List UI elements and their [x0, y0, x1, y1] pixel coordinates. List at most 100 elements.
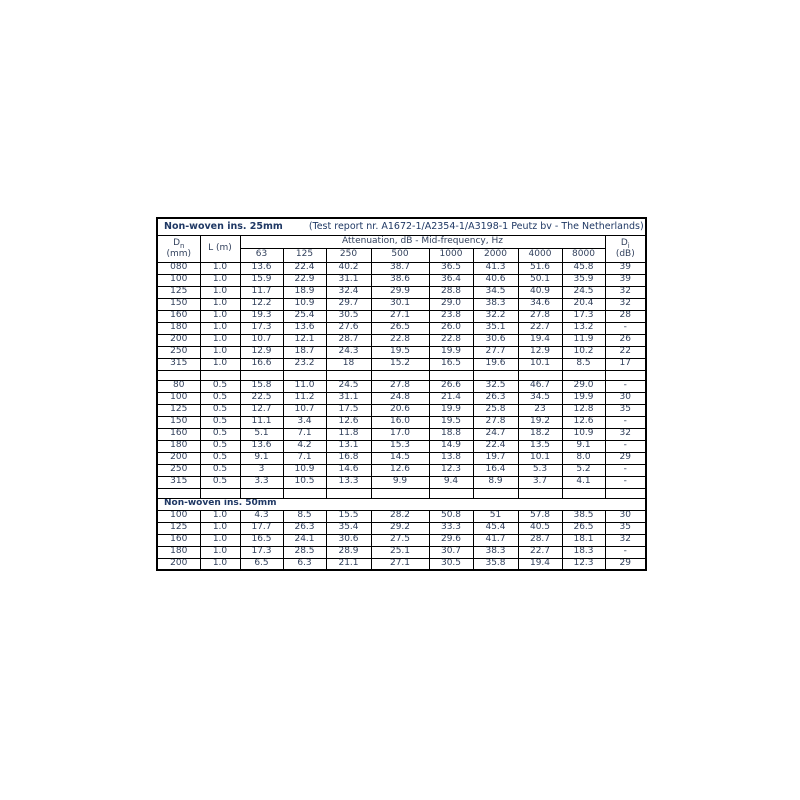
di-unit: (dB)	[615, 248, 635, 259]
table-row: 180 0.5 13.6 4.2 13.1 15.3 14.9 22.4 13.5 9.1-	[156, 439, 647, 453]
dn-cell: 160	[156, 427, 201, 441]
attenuation-value-cell: 14.9	[428, 439, 474, 453]
attenuation-value-cell: 38.7	[370, 261, 430, 275]
table-row: 180 1.0 17.3 28.5 28.9 25.1 30.7 38.3 22.7 18.3-	[156, 545, 647, 559]
attenuation-value-cell: 40.5	[517, 521, 563, 535]
attenuation-value-cell: 22.4	[282, 261, 327, 275]
attenuation-value-cell: 9.4	[428, 475, 474, 489]
attenuation-value-cell: 32.2	[472, 309, 519, 323]
separator-cell	[282, 487, 327, 499]
col-header-dn: Dn (mm)	[156, 234, 201, 263]
dn-unit: (mm)	[166, 248, 192, 259]
attenuation-value-cell: 29.0	[561, 379, 606, 393]
di-cell: -	[604, 463, 647, 477]
attenuation-value-cell: 51	[472, 509, 519, 523]
attenuation-value-cell: 18.9	[282, 285, 327, 299]
attenuation-value-cell: 30.6	[472, 333, 519, 347]
attenuation-value-cell: 30.7	[428, 545, 474, 559]
attenuation-value-cell: 5.2	[561, 463, 606, 477]
attenuation-value-cell: 8.0	[561, 451, 606, 465]
attenuation-value-cell: 17.7	[239, 521, 284, 535]
table-row: 100 1.0 4.3 8.5 15.5 28.2 50.8 51 57.8 38.5 30	[156, 509, 647, 523]
separator-cell	[517, 369, 563, 381]
attenuation-value-cell: 18.1	[561, 533, 606, 547]
table-row: 315 1.0 16.6 23.2 18 15.2 16.5 19.6 10.1 8.5 17	[156, 357, 647, 371]
attenuation-value-cell: 22.4	[472, 439, 519, 453]
attenuation-value-cell: 24.5	[325, 379, 372, 393]
attenuation-value-cell: 10.9	[561, 427, 606, 441]
table-body: 080 1.0 13.6 22.4 40.2 38.7 36.5 41.3 51.6 45.8 39…	[156, 261, 647, 571]
length-cell: 0.5	[199, 451, 241, 465]
test-report-text: (Test report nr. A1672-1/A2354-1/A3198-1…	[308, 220, 644, 232]
table-row: 100 1.0 15.9 22.9 31.1 38.6 36.4 40.6 50.1 35.9 39	[156, 273, 647, 287]
separator-cell	[325, 369, 372, 381]
attenuation-value-cell: 13.6	[239, 261, 284, 275]
attenuation-value-cell: 26.6	[428, 379, 474, 393]
di-cell: 32	[604, 427, 647, 441]
attenuation-value-cell: 13.6	[239, 439, 284, 453]
table-row: 80 0.5 15.8 11.0 24.5 27.8 26.6 32.5 46.7 29.0-	[156, 379, 647, 393]
attenuation-value-cell: 18.7	[282, 345, 327, 359]
attenuation-value-cell: 7.1	[282, 451, 327, 465]
attenuation-value-cell: 41.3	[472, 261, 519, 275]
table-row: 160 0.5 5.1 7.1 11.8 17.0 18.8 24.7 18.2 10.9 32	[156, 427, 647, 441]
attenuation-value-cell: 13.8	[428, 451, 474, 465]
attenuation-value-cell: 19.5	[370, 345, 430, 359]
separator-cell	[282, 369, 327, 381]
dn-cell: 250	[156, 345, 201, 359]
di-cell: 29	[604, 451, 647, 465]
attenuation-value-cell: 16.6	[239, 357, 284, 371]
attenuation-value-cell: 35.1	[472, 321, 519, 335]
length-cell: 1.0	[199, 509, 241, 523]
header-row-1: Dn (mm) L (m) Attenuation, dB - Mid-freq…	[156, 234, 647, 263]
attenuation-value-cell: 31.1	[325, 273, 372, 287]
attenuation-value-cell: 36.5	[428, 261, 474, 275]
separator-cell	[561, 487, 606, 499]
attenuation-value-cell: 4.1	[561, 475, 606, 489]
attenuation-value-cell: 13.1	[325, 439, 372, 453]
length-cell: 0.5	[199, 391, 241, 405]
freq-header-250: 250	[325, 247, 372, 263]
dn-cell: 250	[156, 463, 201, 477]
section-header-row: Non-woven ins. 50mm	[156, 497, 647, 511]
di-cell: 39	[604, 273, 647, 287]
attenuation-value-cell: 41.7	[472, 533, 519, 547]
attenuation-value-cell: 19.9	[561, 391, 606, 405]
attenuation-value-cell: 31.1	[325, 391, 372, 405]
attenuation-value-cell: 10.7	[239, 333, 284, 347]
attenuation-value-cell: 34.5	[472, 285, 519, 299]
section-header-label: Non-woven ins. 50mm	[156, 497, 647, 511]
attenuation-value-cell: 3.4	[282, 415, 327, 429]
attenuation-value-cell: 27.8	[517, 309, 563, 323]
attenuation-value-cell: 26.3	[472, 391, 519, 405]
attenuation-value-cell: 19.3	[239, 309, 284, 323]
attenuation-value-cell: 24.5	[561, 285, 606, 299]
attenuation-value-cell: 18.2	[517, 427, 563, 441]
table-row: 160 1.0 16.5 24.1 30.6 27.5 29.6 41.7 28.7 18.1 32	[156, 533, 647, 547]
attenuation-value-cell: 17.3	[239, 321, 284, 335]
di-cell: -	[604, 475, 647, 489]
attenuation-value-cell: 20.6	[370, 403, 430, 417]
attenuation-value-cell: 16.5	[428, 357, 474, 371]
attenuation-value-cell: 19.6	[472, 357, 519, 371]
attenuation-value-cell: 11.9	[561, 333, 606, 347]
attenuation-value-cell: 16.5	[239, 533, 284, 547]
attenuation-value-cell: 15.8	[239, 379, 284, 393]
attenuation-value-cell: 29.2	[370, 521, 430, 535]
attenuation-value-cell: 22.5	[239, 391, 284, 405]
attenuation-value-cell: 12.6	[561, 415, 606, 429]
separator-cell	[604, 487, 647, 499]
di-symbol: Di	[620, 238, 630, 250]
dn-cell: 180	[156, 321, 201, 335]
length-cell: 1.0	[199, 333, 241, 347]
attenuation-value-cell: 16.8	[325, 451, 372, 465]
attenuation-value-cell: 28.9	[325, 545, 372, 559]
length-cell: 1.0	[199, 521, 241, 535]
separator-cell	[199, 487, 241, 499]
attenuation-value-cell: 18.3	[561, 545, 606, 559]
attenuation-value-cell: 9.1	[561, 439, 606, 453]
dn-cell: 100	[156, 509, 201, 523]
attenuation-value-cell: 40.9	[517, 285, 563, 299]
attenuation-value-cell: 27.8	[370, 379, 430, 393]
attenuation-value-cell: 29.0	[428, 297, 474, 311]
